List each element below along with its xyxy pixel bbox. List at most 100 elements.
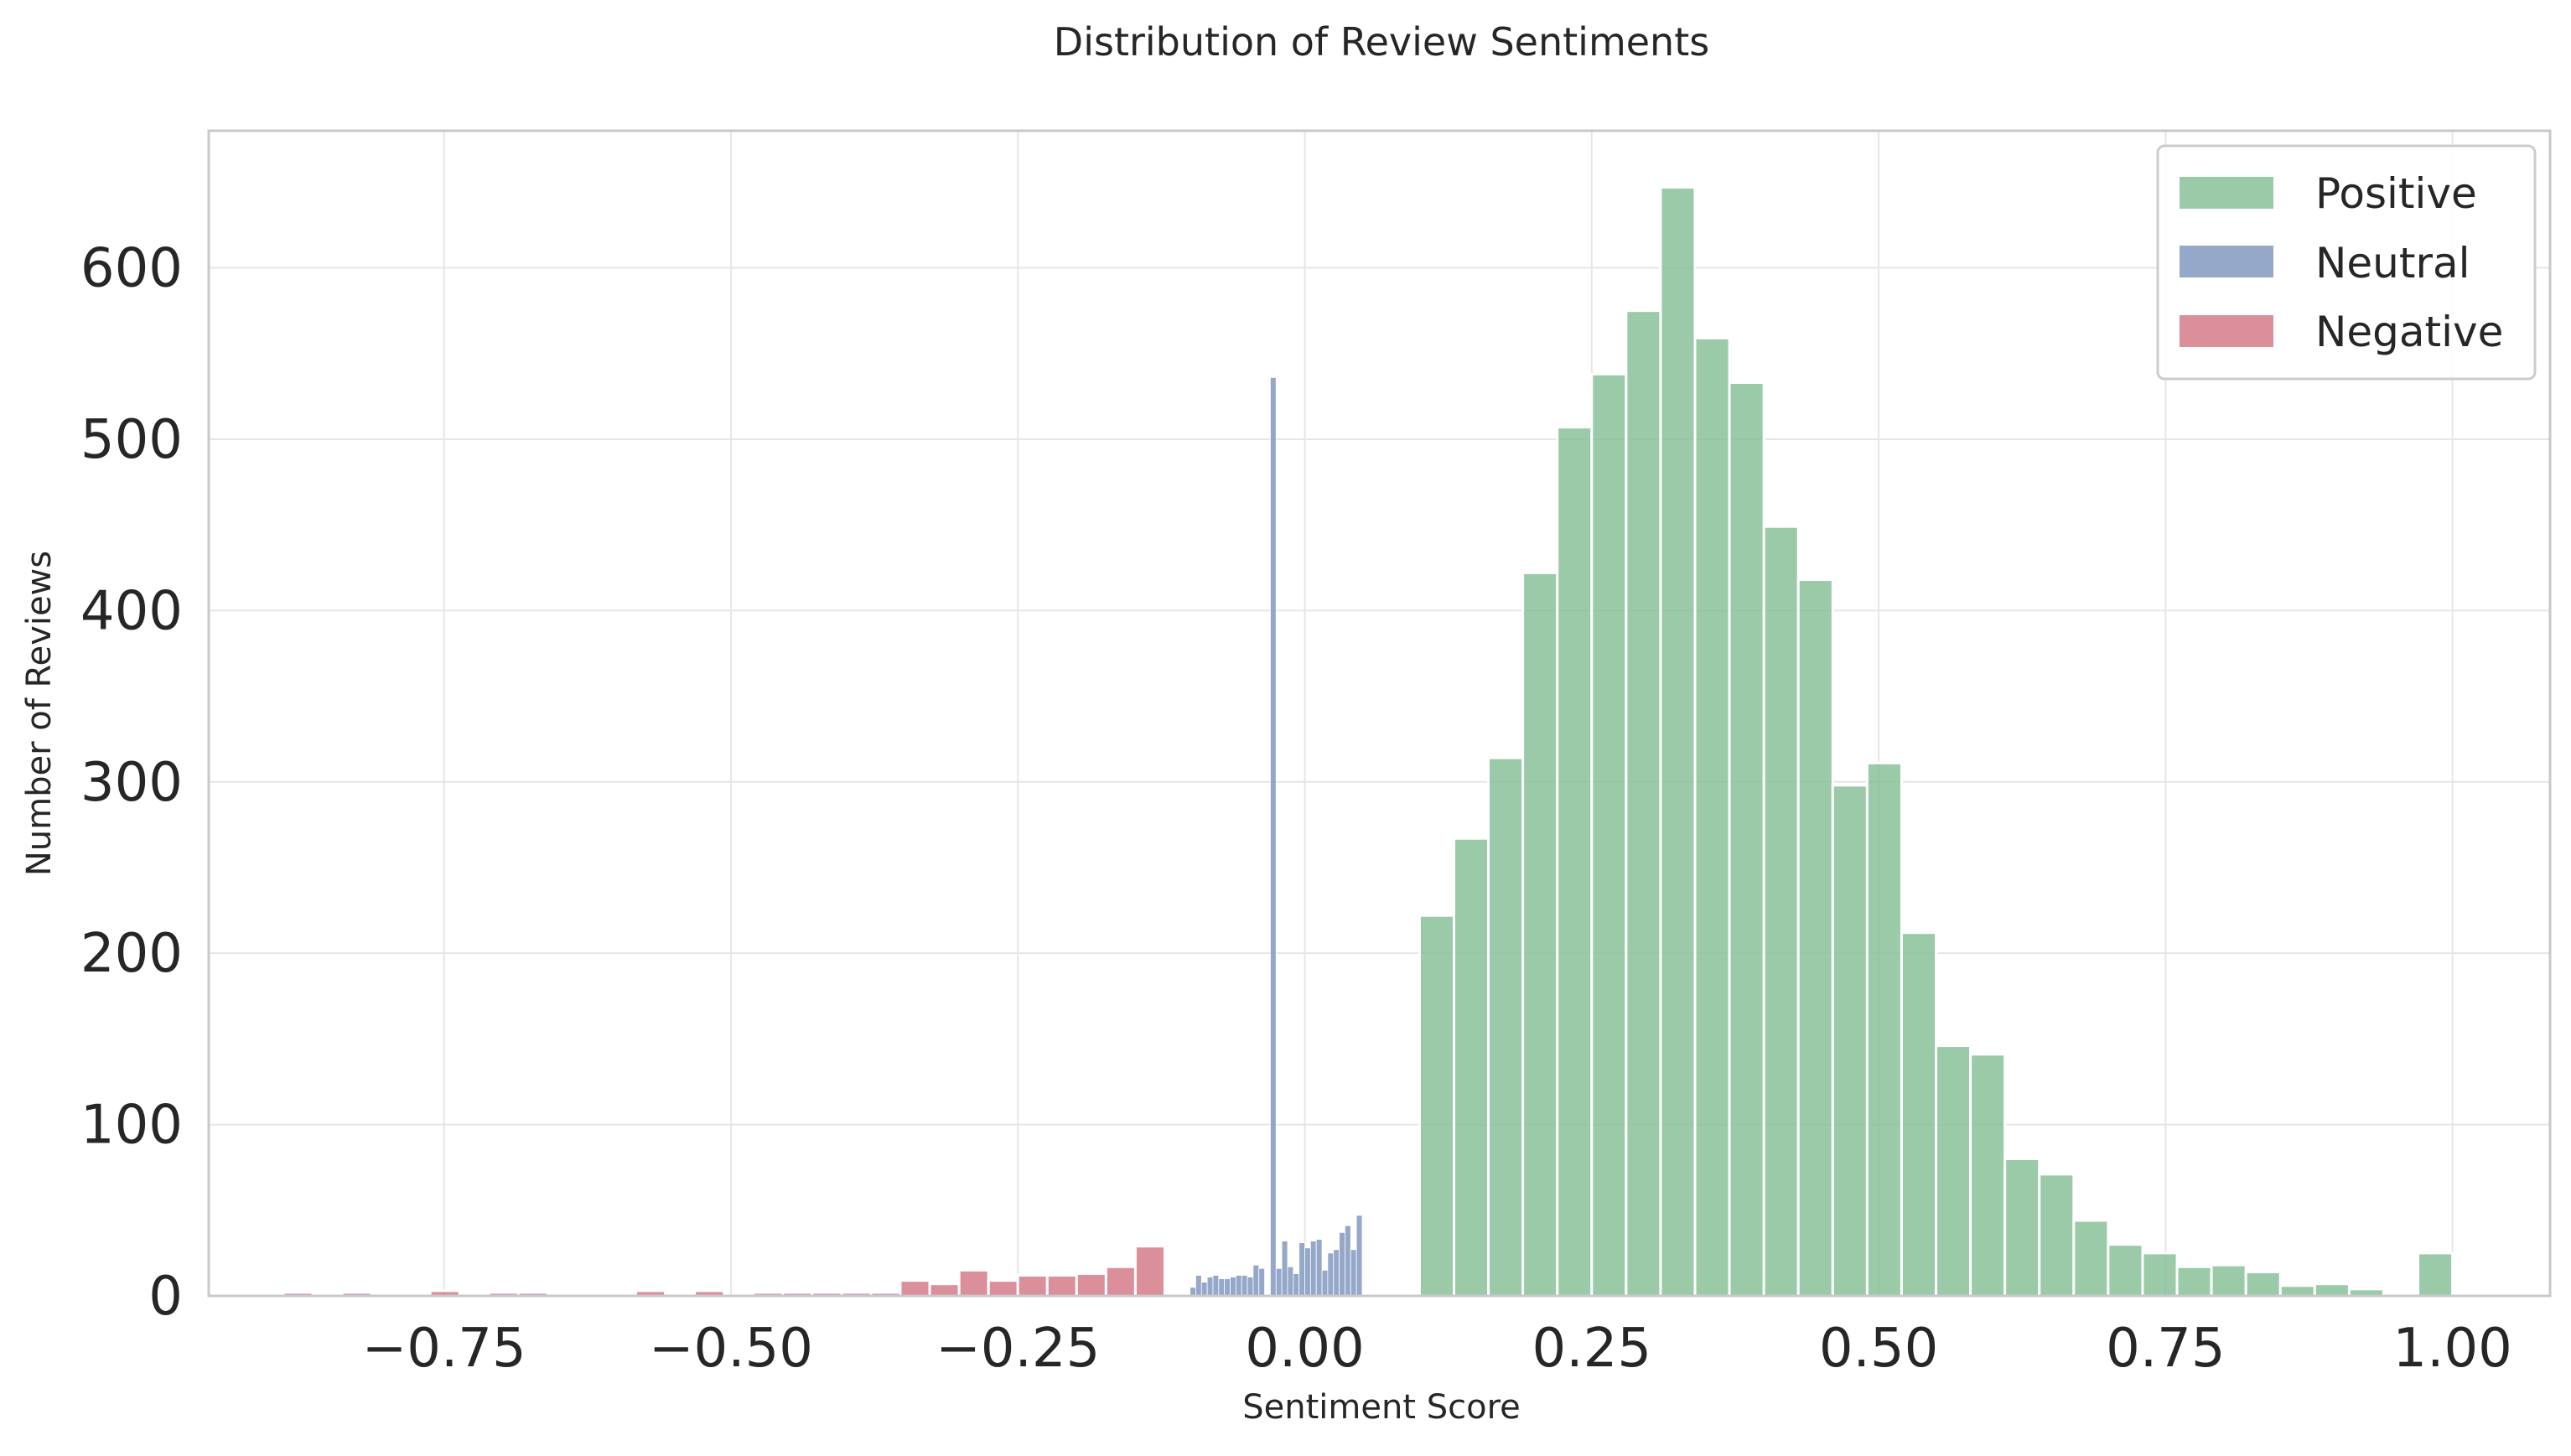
legend-label-positive: Positive [2315, 169, 2477, 218]
plot-frame [207, 129, 2552, 1298]
neutral-bar [1200, 1282, 1208, 1297]
x-tick-label: 0.00 [1245, 1318, 1365, 1380]
y-axis-label: Number of Reviews [20, 551, 59, 876]
neutral-bar [1298, 1242, 1305, 1297]
neutral-bar [1190, 1287, 1196, 1297]
negative-bar [957, 1268, 990, 1298]
positive-bar [1762, 525, 1800, 1298]
neutral-bar [1270, 376, 1277, 1297]
legend-label-neutral: Neutral [2315, 239, 2470, 288]
positive-bar [2175, 1265, 2213, 1298]
positive-bar [1487, 756, 1525, 1298]
positive-bar [1796, 578, 1834, 1298]
neutral-bar [1252, 1264, 1260, 1297]
positive-bar [2244, 1270, 2282, 1298]
neutral-bar [1230, 1277, 1236, 1297]
y-tick-label: 600 [80, 238, 183, 300]
neutral-bar [1333, 1249, 1340, 1297]
neutral-bar [1350, 1249, 1357, 1297]
series-positive [1418, 185, 2454, 1298]
positive-bar [2072, 1219, 2110, 1298]
positive-bar [2278, 1284, 2316, 1298]
negative-bar [1133, 1245, 1166, 1298]
neutral-bar [1315, 1239, 1323, 1297]
y-tick-label: 100 [80, 1095, 183, 1157]
neutral-bar [1339, 1231, 1345, 1297]
positive-bar [1659, 185, 1697, 1298]
neutral-bar [1235, 1275, 1242, 1297]
y-tick-label: 500 [80, 409, 183, 471]
positive-bar [1693, 336, 1731, 1298]
positive-bar [1831, 784, 1869, 1298]
negative-bar [1075, 1272, 1107, 1298]
series-neutral [1190, 376, 1363, 1297]
neutral-bar [1224, 1278, 1231, 1297]
x-tick-label: 0.25 [1532, 1318, 1652, 1380]
legend-swatch-negative [2180, 315, 2273, 347]
neutral-bar [1241, 1275, 1248, 1297]
neutral-bar [1281, 1241, 1288, 1297]
positive-bar [1625, 309, 1662, 1298]
histogram-bars [282, 185, 2454, 1298]
neutral-bar [1206, 1277, 1214, 1297]
positive-bar [2141, 1251, 2179, 1298]
x-tick-label: −0.75 [362, 1318, 526, 1380]
x-axis-label: Sentiment Score [1242, 1388, 1521, 1427]
positive-bar [1452, 837, 1490, 1298]
positive-bar [2417, 1251, 2454, 1298]
positive-bar [1418, 914, 1455, 1298]
legend: Positive Neutral Negative [2156, 144, 2537, 381]
neutral-bar [1287, 1266, 1294, 1297]
positive-bar [2313, 1282, 2351, 1298]
neutral-bar [1355, 1215, 1363, 1297]
neutral-bar [1321, 1269, 1329, 1297]
x-tick-label: −0.50 [649, 1318, 813, 1380]
negative-bar [987, 1279, 1019, 1298]
legend-label-negative: Negative [2315, 308, 2503, 356]
positive-bar [1556, 426, 1594, 1298]
negative-bar [1016, 1273, 1049, 1298]
x-tick-label: −0.25 [936, 1318, 1100, 1380]
negative-bar [1045, 1273, 1078, 1298]
y-tick-label: 300 [80, 752, 183, 814]
negative-bar [1104, 1265, 1137, 1298]
positive-bar [1900, 931, 1938, 1298]
positive-bar [1521, 571, 1559, 1298]
y-tick-label: 400 [80, 580, 183, 642]
positive-bar [2003, 1157, 2041, 1298]
series-negative [282, 1245, 1166, 1298]
x-tick-label: 0.75 [2106, 1318, 2226, 1380]
negative-bar [928, 1282, 961, 1298]
neutral-bar [1195, 1275, 1202, 1297]
positive-bar [1865, 761, 1903, 1298]
y-axis-ticks: 0 100 200 300 400 500 600 [80, 238, 183, 1328]
grid [209, 131, 2550, 1297]
neutral-bar [1275, 1267, 1283, 1297]
positive-bar [1590, 372, 1628, 1298]
x-tick-label: 1.00 [2392, 1318, 2512, 1380]
y-tick-label: 0 [148, 1266, 183, 1328]
neutral-bar [1345, 1225, 1351, 1297]
x-tick-label: 0.50 [1819, 1318, 1939, 1380]
legend-swatch-neutral [2180, 246, 2273, 277]
neutral-bar [1258, 1267, 1265, 1297]
neutral-bar [1327, 1252, 1335, 1297]
positive-bar [2107, 1243, 2144, 1298]
neutral-bar [1304, 1247, 1311, 1297]
legend-swatch-positive [2180, 177, 2273, 209]
x-axis-ticks: −0.75 −0.50 −0.25 0.00 0.25 0.50 0.75 1.00 [362, 1318, 2512, 1380]
y-tick-label: 200 [80, 923, 183, 985]
positive-bar [1935, 1044, 1972, 1298]
positive-bar [1969, 1053, 2007, 1298]
negative-bar [899, 1279, 931, 1298]
positive-bar [2210, 1263, 2247, 1298]
chart-title: Distribution of Review Sentiments [1054, 19, 1709, 65]
positive-bar [2038, 1173, 2076, 1298]
positive-bar [1728, 381, 1765, 1298]
neutral-bar [1218, 1278, 1226, 1297]
neutral-bar [1247, 1277, 1254, 1297]
neutral-bar [1293, 1273, 1300, 1297]
neutral-bar [1212, 1275, 1220, 1297]
